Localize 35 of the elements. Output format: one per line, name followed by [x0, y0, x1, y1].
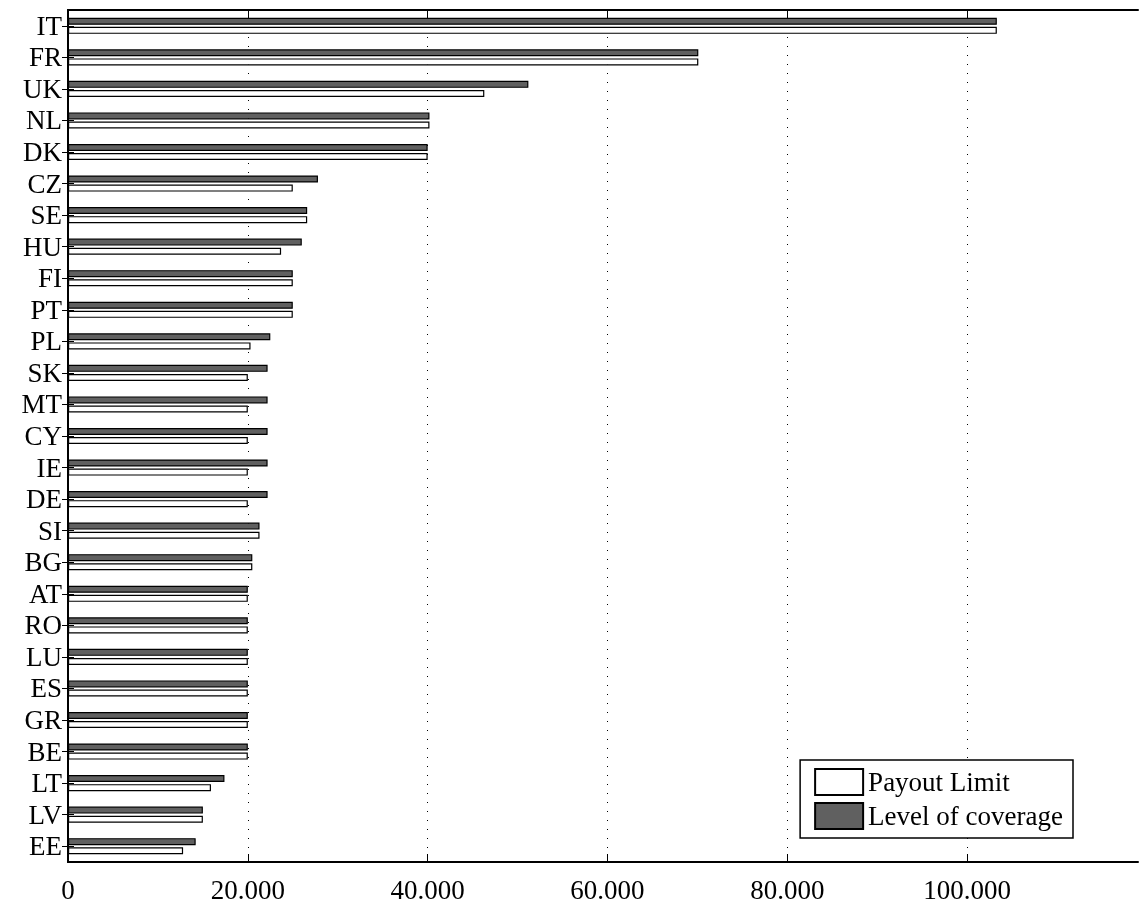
y-tick-label: PT	[30, 294, 63, 325]
legend-label: Payout Limit	[868, 767, 1011, 797]
y-tick-label: DK	[23, 137, 63, 167]
y-tick-label: SE	[30, 200, 62, 231]
y-tick-label: HU	[23, 231, 62, 262]
x-tick-label: 80.000	[750, 874, 825, 905]
y-tick-label: SI	[37, 515, 62, 546]
y-tick-label: ES	[30, 673, 62, 704]
y-tick-label: IE	[36, 452, 62, 483]
y-tick-label: CZ	[27, 168, 62, 199]
y-tick-label: SK	[27, 357, 63, 388]
y-tick-label: MT	[21, 389, 63, 420]
y-tick-label: GR	[24, 705, 62, 735]
legend-label: Level of coverage	[868, 801, 1064, 831]
y-tick-label: LT	[31, 768, 63, 799]
x-tick-label: 40.000	[390, 874, 465, 905]
y-tick-label: CY	[24, 421, 62, 451]
x-tick-label: 20.000	[210, 874, 285, 905]
y-tick-label: FI	[37, 263, 62, 294]
y-tick-label: BG	[24, 547, 62, 578]
y-tick-label: IT	[36, 10, 63, 41]
x-tick-label: 100.000	[923, 874, 1012, 905]
y-tick-label: EE	[29, 831, 62, 862]
y-tick-label: BE	[27, 736, 62, 767]
y-tick-label: PL	[30, 326, 62, 357]
y-tick-label: DE	[26, 484, 62, 515]
y-tick-label: LU	[26, 641, 62, 672]
x-tick-label: 0	[61, 874, 75, 905]
y-tick-label: FR	[28, 42, 62, 73]
y-tick-label: LV	[28, 799, 63, 830]
y-tick-label: AT	[29, 578, 63, 609]
x-tick-label: 60.000	[570, 874, 645, 905]
y-tick-label: NL	[26, 105, 62, 136]
y-tick-label: RO	[24, 610, 62, 641]
y-tick-label: UK	[23, 73, 63, 104]
